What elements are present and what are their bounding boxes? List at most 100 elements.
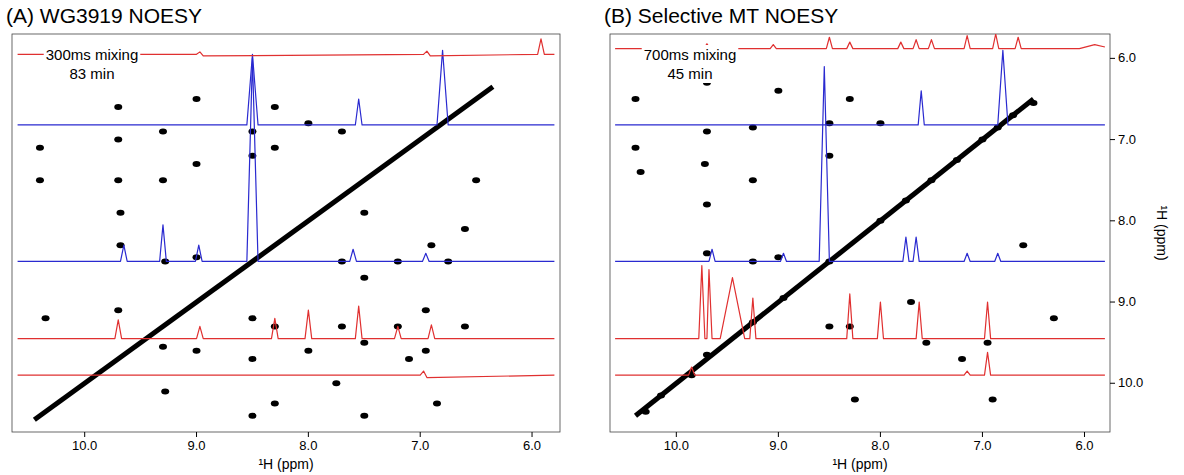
cross-peak [902, 198, 910, 204]
diagonal [34, 87, 493, 420]
panel-title: (A) WG3919 NOESY [6, 4, 202, 27]
cross-peak [461, 323, 469, 329]
annotation-bg [44, 45, 141, 64]
cross-peak [161, 388, 169, 394]
cross-peak [433, 401, 441, 407]
cross-peak [472, 177, 480, 183]
y-tick [1110, 220, 1115, 221]
y-tick-label: 9.0 [1118, 294, 1136, 309]
x-axis-title: ¹H (ppm) [258, 456, 313, 472]
x-tick [532, 432, 533, 437]
x-tick-label: 10.0 [664, 438, 689, 453]
cross-peak [193, 96, 201, 102]
cross-peak [422, 307, 430, 313]
cross-peak [907, 299, 915, 305]
cross-peak [953, 157, 961, 163]
panel-title: (B) Selective MT NOESY [604, 4, 838, 27]
cross-peak [193, 161, 201, 167]
x-tick-label: 9.0 [769, 438, 787, 453]
x-tick [84, 432, 85, 437]
slice-trace [18, 371, 555, 378]
y-tick-label: 8.0 [1118, 213, 1136, 228]
plot-frame [610, 34, 1110, 432]
cross-peak [116, 210, 124, 216]
cross-peak [271, 401, 279, 407]
cross-peak [701, 161, 709, 167]
y-tick [1110, 139, 1115, 140]
cross-peak [637, 169, 645, 175]
x-tick-label: 8.0 [871, 438, 889, 453]
x-tick-label: 9.0 [187, 438, 205, 453]
cross-peak [405, 356, 413, 362]
cross-peak [193, 348, 201, 354]
cross-peak [248, 356, 256, 362]
cross-peak [271, 145, 279, 151]
y-tick-label: 10.0 [1118, 375, 1143, 390]
diagonal [636, 99, 1034, 416]
cross-peak [159, 344, 167, 350]
cross-peak [36, 145, 44, 151]
y-tick [1110, 383, 1115, 384]
cross-peak [825, 323, 833, 329]
annotation: 300ms mixing [46, 46, 139, 63]
slice-trace [18, 58, 555, 261]
cross-peak [271, 323, 279, 329]
cross-peak [461, 226, 469, 232]
cross-peak [114, 137, 122, 143]
cross-peak [114, 307, 122, 313]
cross-peak [632, 145, 640, 151]
plot-marks [615, 34, 1105, 416]
cross-peak [360, 210, 368, 216]
x-tick [308, 432, 309, 437]
panel: 10.09.08.07.06.0¹H (ppm)(A) WG3919 NOESY… [6, 4, 560, 472]
cross-peak [779, 295, 787, 301]
x-tick [880, 432, 881, 437]
x-tick [420, 432, 421, 437]
cross-peak [749, 319, 757, 325]
cross-peak [1019, 242, 1027, 248]
x-tick-label: 10.0 [72, 438, 97, 453]
cross-peak [338, 323, 346, 329]
x-tick [196, 432, 197, 437]
y-tick-label: 7.0 [1118, 132, 1136, 147]
cross-peak [271, 104, 279, 110]
cross-peak [703, 202, 711, 208]
x-tick-label: 7.0 [973, 438, 991, 453]
slice-trace [615, 66, 1105, 261]
cross-peak [360, 413, 368, 419]
cross-peak [876, 218, 884, 224]
y-tick-label: 6.0 [1118, 50, 1136, 65]
cross-peak [984, 340, 992, 346]
slice-trace [18, 306, 555, 338]
x-tick [778, 432, 779, 437]
x-axis-title: ¹H (ppm) [832, 456, 887, 472]
y-tick [1110, 302, 1115, 303]
panel: 10.09.08.07.06.06.07.08.09.010.0¹H (ppm)… [604, 4, 1170, 472]
annotation-bg [642, 45, 739, 64]
annotation: 700ms mixing [644, 46, 737, 63]
x-tick-label: 7.0 [411, 438, 429, 453]
cross-peak [851, 397, 859, 403]
cross-peak [360, 275, 368, 281]
slice-trace [615, 265, 1105, 338]
y-tick [1110, 58, 1115, 59]
plot-frame [12, 34, 560, 432]
y-axis-title: ¹H (ppm) [1154, 205, 1170, 260]
cross-peak [989, 397, 997, 403]
annotation: 83 min [69, 65, 114, 82]
x-tick [982, 432, 983, 437]
cross-peak [978, 137, 986, 143]
cross-peak [360, 340, 368, 346]
cross-peak [642, 409, 650, 415]
cross-peak [114, 104, 122, 110]
cross-peak [749, 177, 757, 183]
cross-peak [114, 177, 122, 183]
cross-peak [774, 88, 782, 94]
cross-peak [1029, 100, 1037, 106]
cross-peak [422, 348, 430, 354]
cross-peak [332, 380, 340, 386]
annotation-bg [665, 64, 714, 83]
cross-peak [159, 128, 167, 134]
cross-peak [1050, 315, 1058, 321]
cross-peak [846, 96, 854, 102]
